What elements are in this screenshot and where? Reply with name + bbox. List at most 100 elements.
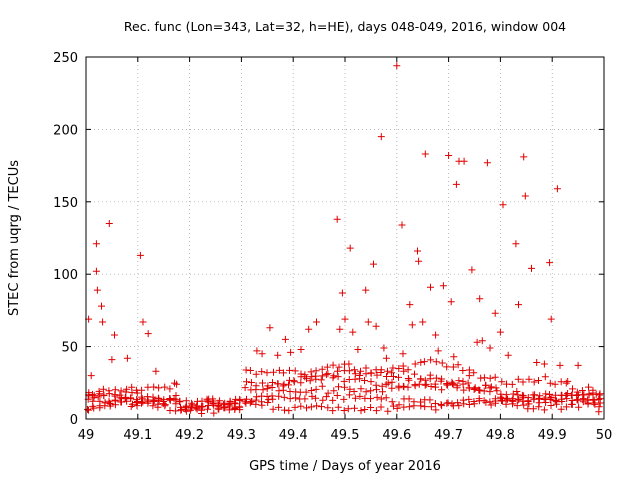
data-point-marker (285, 381, 292, 389)
data-point-marker (584, 396, 592, 404)
data-point-marker (330, 387, 338, 395)
data-point-marker (96, 397, 104, 405)
data-point-marker (361, 377, 368, 384)
data-point-marker (345, 367, 353, 375)
data-point-marker (280, 369, 287, 377)
data-point-marker (473, 338, 481, 346)
data-point-marker (340, 395, 348, 403)
data-point-marker (417, 375, 425, 383)
data-point-marker (496, 328, 504, 336)
data-point-marker (100, 392, 108, 400)
data-point-marker (361, 406, 369, 413)
data-point-marker (579, 391, 587, 399)
data-point-marker (454, 399, 462, 407)
data-points (84, 62, 604, 417)
data-point-marker (557, 378, 565, 386)
data-point-marker (497, 393, 505, 401)
data-point-marker (480, 387, 488, 395)
data-point-marker (546, 379, 554, 387)
data-point-marker (455, 377, 463, 385)
data-point-marker (317, 376, 325, 384)
data-point-marker (268, 392, 276, 400)
data-point-marker (98, 302, 105, 310)
data-point-marker (324, 404, 332, 412)
data-point-marker (520, 401, 528, 409)
data-point-marker (535, 394, 543, 402)
data-point-marker (117, 387, 125, 395)
data-point-marker (305, 325, 313, 333)
data-point-marker (269, 395, 277, 403)
data-point-marker (307, 403, 315, 411)
data-point-marker (378, 382, 386, 390)
y-tick-labels: 0 50 100 150 200 250 (53, 51, 78, 428)
data-point-marker (176, 397, 184, 405)
data-point-marker (214, 399, 222, 407)
data-point-marker (421, 403, 429, 411)
data-point-marker (377, 403, 385, 411)
data-point-marker (161, 402, 169, 410)
data-point-marker (540, 360, 548, 368)
data-point-marker (333, 392, 341, 399)
data-point-marker (393, 404, 401, 412)
data-point-marker (482, 398, 490, 406)
data-point-marker (367, 387, 375, 395)
data-point-marker (362, 286, 370, 294)
x-axis-title: GPS time / Days of year 2016 (249, 459, 441, 474)
data-point-marker (546, 259, 554, 267)
data-point-marker (390, 373, 397, 380)
data-point-marker (596, 399, 604, 407)
data-point-marker (596, 390, 604, 398)
data-point-marker (285, 407, 293, 415)
data-point-marker (247, 398, 255, 406)
data-point-marker (417, 358, 425, 366)
data-point-marker (275, 403, 283, 411)
data-point-marker (460, 386, 468, 394)
data-point-marker (395, 365, 403, 372)
data-point-marker (329, 407, 337, 415)
data-point-marker (595, 396, 603, 403)
data-point-marker (487, 401, 495, 409)
data-point-marker (333, 215, 341, 223)
data-point-marker (302, 388, 310, 396)
data-point-marker (235, 403, 243, 411)
data-point-marker (427, 283, 434, 291)
data-point-marker (384, 379, 392, 387)
data-point-marker (291, 403, 299, 411)
data-point-marker (253, 347, 261, 355)
data-point-marker (247, 379, 255, 386)
data-point-marker (478, 337, 486, 345)
data-point-marker (447, 298, 455, 306)
data-point-marker (465, 372, 473, 380)
data-point-marker (438, 359, 446, 367)
data-point-marker (427, 356, 435, 364)
data-point-marker (422, 380, 430, 388)
data-point-marker (154, 394, 162, 402)
data-point-marker (286, 395, 294, 403)
data-point-marker (390, 402, 397, 410)
data-point-marker (589, 386, 597, 394)
data-point-marker (529, 405, 537, 413)
data-point-marker (258, 350, 266, 358)
data-point-marker (393, 62, 401, 70)
data-point-marker (486, 374, 494, 382)
data-point-marker (591, 400, 599, 408)
data-point-marker (188, 399, 196, 407)
data-point-marker (301, 395, 309, 403)
data-point-marker (275, 366, 283, 374)
data-point-marker (524, 398, 532, 405)
data-point-marker (373, 393, 381, 401)
data-point-marker (105, 387, 113, 395)
data-point-marker (138, 386, 146, 394)
data-point-marker (444, 381, 452, 389)
data-point-marker (281, 335, 289, 343)
data-point-marker (405, 395, 413, 403)
data-point-marker (432, 406, 440, 414)
data-point-marker (404, 375, 412, 382)
data-point-marker (455, 402, 463, 410)
data-point-marker (303, 375, 310, 383)
grid-lines (86, 57, 604, 419)
data-point-marker (111, 331, 118, 339)
data-point-marker (486, 398, 494, 406)
data-point-marker (313, 318, 320, 326)
data-point-marker (421, 381, 429, 389)
